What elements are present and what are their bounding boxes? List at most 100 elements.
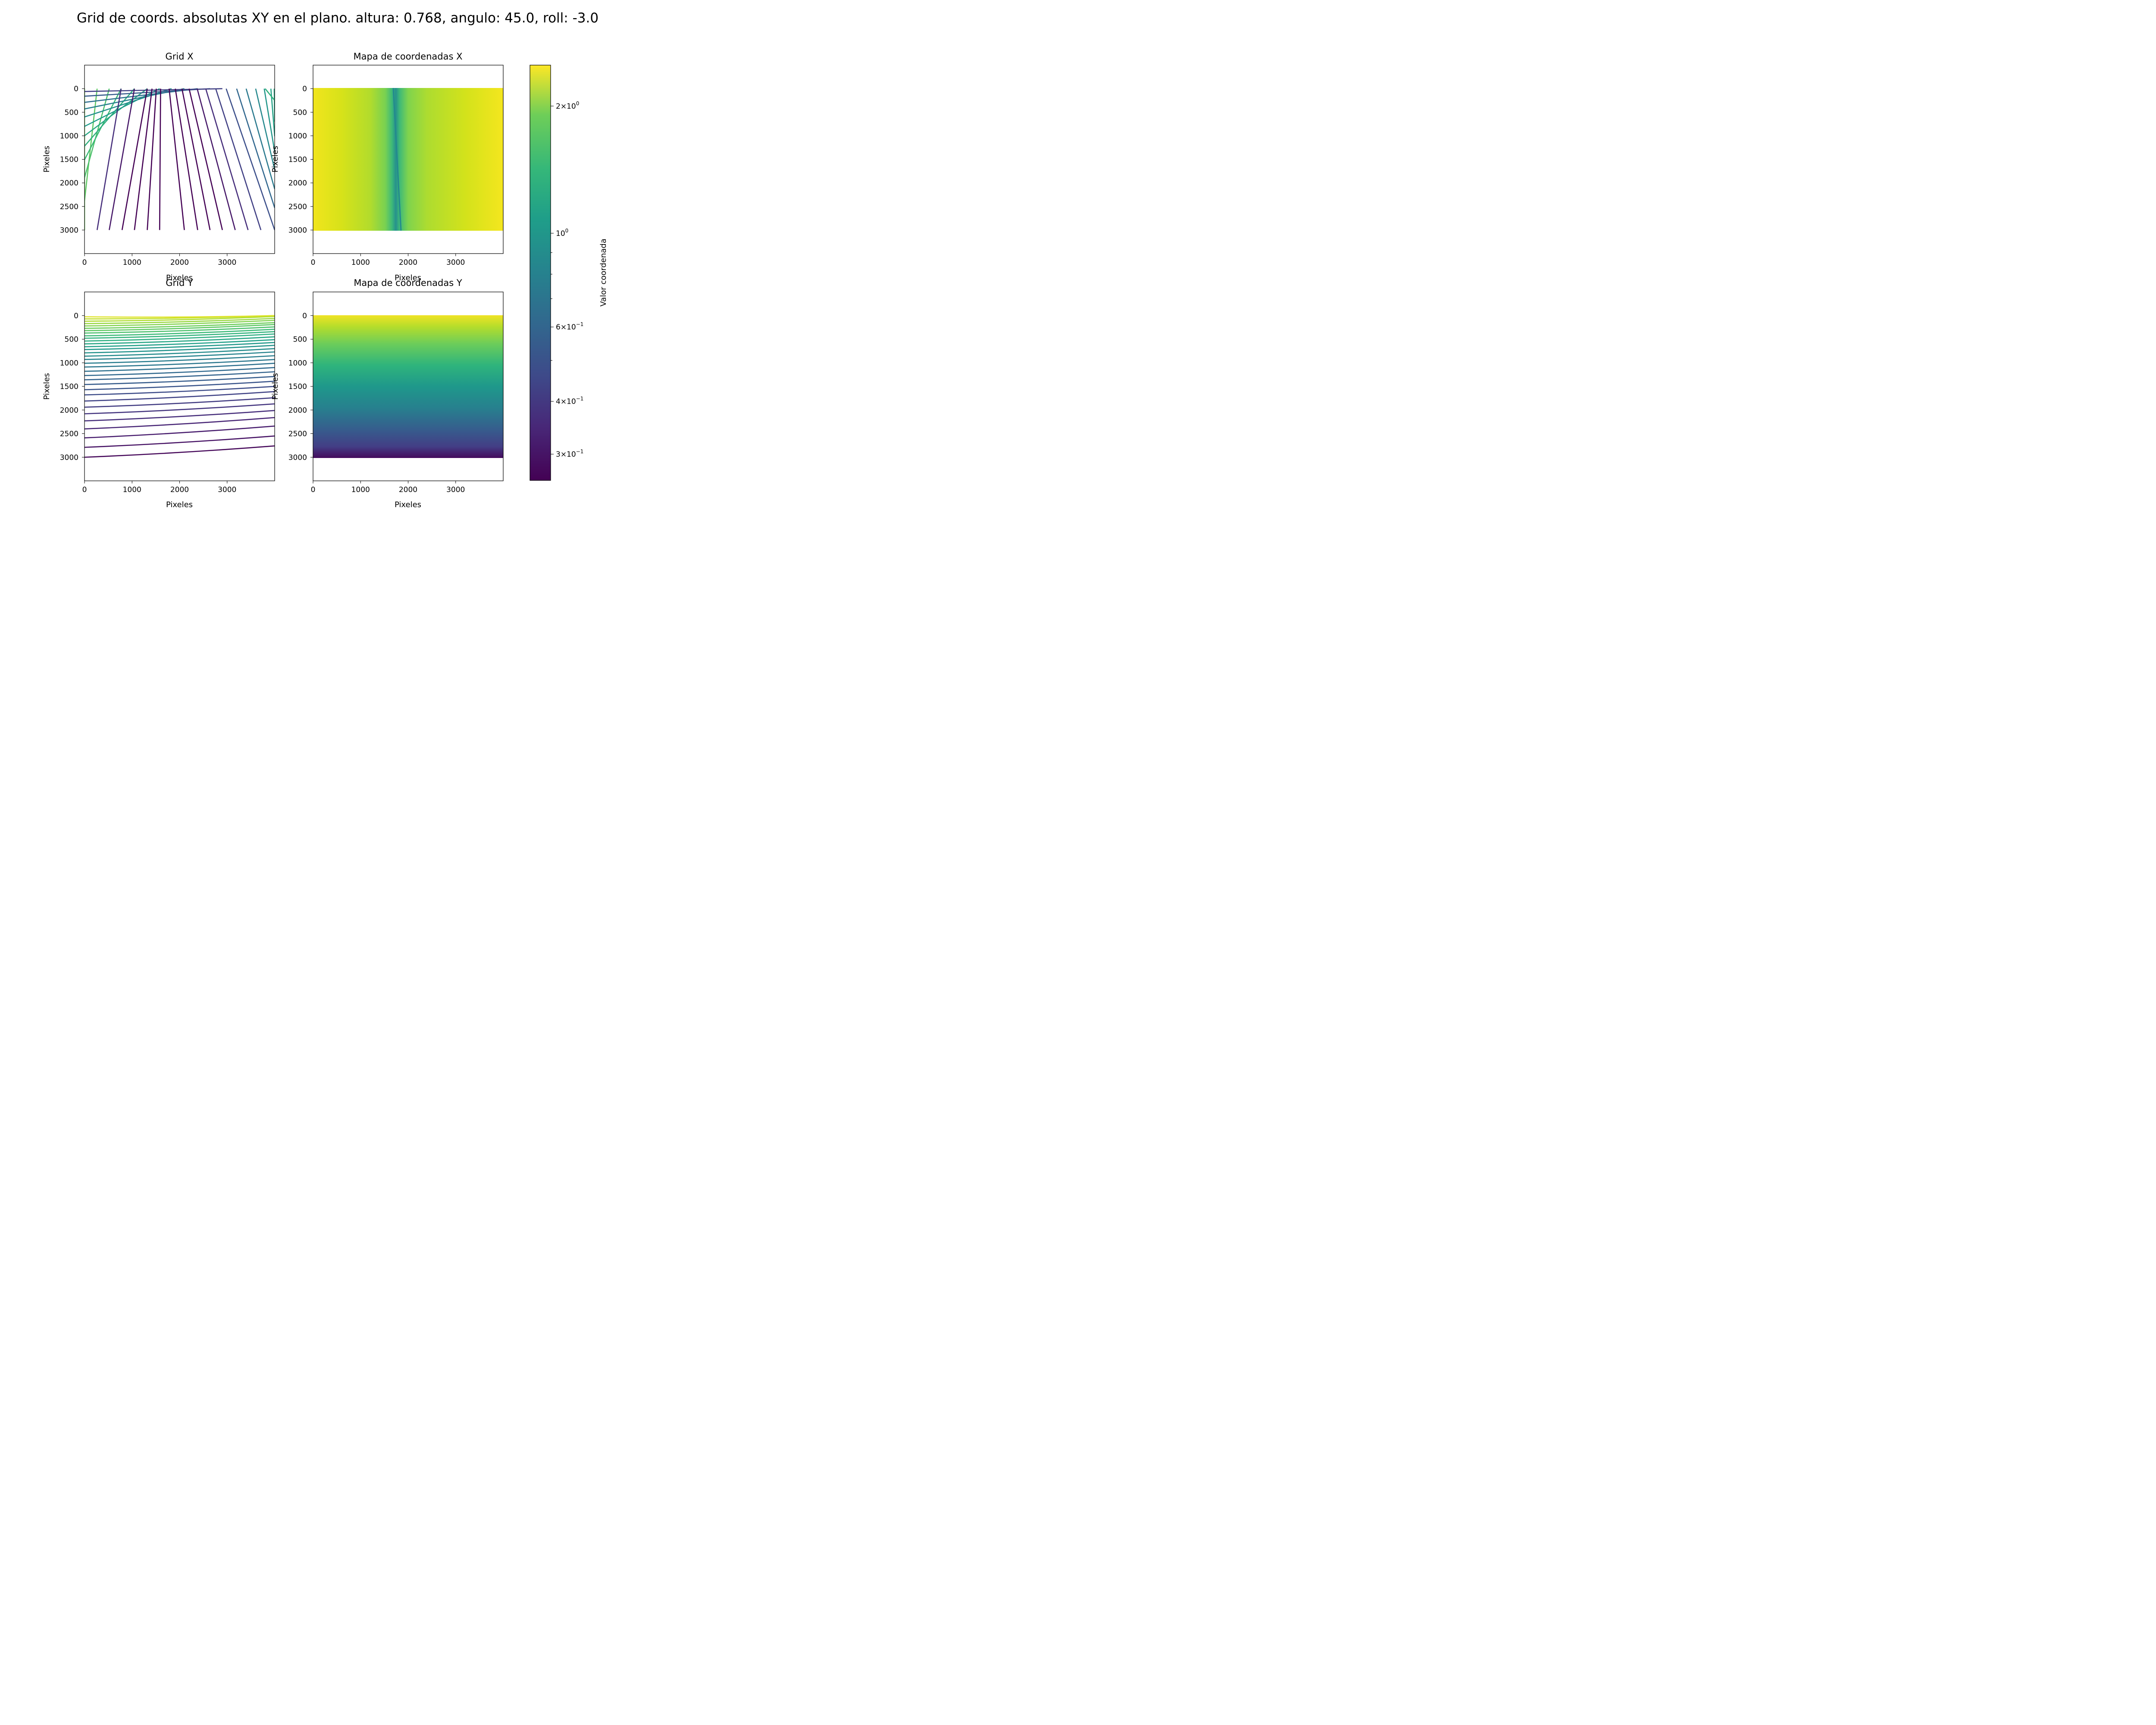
grid-y-line: [85, 391, 275, 402]
grid-x-xtick-label: 0: [82, 258, 87, 267]
grid-x-ytick-label: 500: [65, 108, 78, 117]
grid-x-ytick-label: 1500: [60, 156, 78, 164]
grid-x-line: [205, 88, 249, 230]
grid-y-line: [85, 380, 275, 390]
grid-x-line: [264, 88, 275, 101]
grid-y-line: [85, 410, 275, 422]
grid-y-line: [85, 351, 275, 360]
mapa-y-heatmap: [313, 315, 503, 458]
mapa-x-ytick-label: 2500: [288, 203, 307, 211]
grid-y-line: [85, 359, 275, 368]
mapa-x-ticks: 0 1000 2000 3000 0 500 1000 1500 2000 2500 3000: [288, 85, 465, 267]
figure-title: Grid de coords. absolutas XY en el plano…: [77, 10, 599, 26]
colorbar-tick-label: 3×10−1: [556, 448, 583, 459]
grid-x-line: [236, 88, 275, 208]
grid-x-line: [85, 88, 222, 92]
colorbar-gradient: [530, 65, 551, 480]
grid-y-line: [85, 425, 275, 439]
grid-y-line: [85, 333, 275, 342]
mapa-x-xtick-label: 0: [311, 258, 316, 267]
mapa-x-min-line: [392, 88, 402, 231]
grid-x-title: Grid X: [165, 51, 193, 62]
colorbar-tick-label: 100: [556, 228, 568, 238]
grid-x-line: [226, 88, 275, 230]
grid-y-line: [85, 318, 275, 324]
mapa-y-ytick-label: 500: [293, 336, 307, 344]
grid-y-line: [85, 326, 275, 334]
grid-x-line: [263, 88, 275, 152]
grid-y-line: [85, 417, 275, 430]
grid-y-line: [85, 355, 275, 364]
grid-y-line: [85, 336, 275, 345]
grid-y-line: [85, 331, 275, 339]
mapa-x-ytick-label: 1500: [288, 156, 307, 164]
mapa-y-ytick-label: 1000: [288, 359, 307, 367]
grid-x-xtick-label: 2000: [170, 258, 189, 267]
grid-y-lines: [85, 315, 275, 458]
grid-y-ylabel: Pixeles: [42, 373, 51, 400]
colorbar-frame: [530, 65, 551, 481]
grid-y-ticks: 0 1000 2000 3000 0 500 1000 1500 2000 2500 3000: [60, 312, 237, 494]
mapa-y-ytick-label: 3000: [288, 453, 307, 462]
colorbar-ticks: 2×100 100 6×10−1 4×10−1 3×10−1: [551, 100, 583, 459]
grid-x-ytick-label: 0: [74, 85, 78, 94]
grid-x-ytick-label: 1000: [60, 132, 78, 141]
grid-y-line: [85, 345, 275, 354]
grid-y-xtick-label: 3000: [218, 486, 236, 494]
grid-y-line: [85, 363, 275, 372]
grid-y-line: [85, 315, 275, 318]
grid-y-line: [85, 403, 275, 414]
grid-y-title: Grid Y: [166, 278, 193, 288]
colorbar-tick-label: 2×100: [556, 100, 579, 111]
grid-y-line: [85, 386, 275, 396]
grid-x-line: [147, 88, 157, 230]
grid-x-xtick-label: 3000: [218, 258, 236, 267]
grid-y-ytick-label: 0: [74, 312, 78, 320]
mapa-y-xtick-label: 2000: [399, 486, 417, 494]
grid-y-line: [85, 324, 275, 332]
grid-y-ytick-label: 1000: [60, 359, 78, 367]
mapa-y-ytick-label: 2500: [288, 430, 307, 439]
grid-x-line: [215, 88, 262, 230]
grid-x-line: [255, 88, 275, 170]
mapa-y-ytick-label: 1500: [288, 383, 307, 391]
mapa-y-xtick-label: 3000: [446, 486, 465, 494]
mapa-x-xtick-label: 1000: [351, 258, 370, 267]
mapa-x-ytick-label: 3000: [288, 226, 307, 235]
grid-y-ytick-label: 3000: [60, 453, 78, 462]
grid-y-ytick-label: 2500: [60, 430, 78, 439]
grid-x-ytick-label: 2500: [60, 203, 78, 211]
grid-x-line: [121, 88, 148, 230]
grid-y-ytick-label: 2000: [60, 406, 78, 415]
mapa-y-xtick-label: 0: [311, 486, 316, 494]
mapa-y-title: Mapa de coordenadas Y: [354, 278, 462, 288]
grid-y-line: [85, 445, 275, 458]
grid-x-line: [134, 88, 153, 230]
mapa-x-ylabel: Pixeles: [271, 146, 280, 172]
grid-x-xlabel: Pixeles: [166, 273, 193, 282]
mapa-x-plot: Mapa de coordenadas X 0 1000 2000 3000 0 500 1…: [271, 51, 504, 282]
mapa-y-plot: Mapa de coordenadas Y 0 1000 2000 3000 0 500 1…: [271, 278, 504, 509]
grid-y-line: [85, 339, 275, 348]
grid-y-xtick-label: 1000: [123, 486, 141, 494]
grid-y-xtick-label: 2000: [170, 486, 189, 494]
mapa-x-xlabel: Pixeles: [395, 273, 421, 282]
grid-y-line: [85, 320, 275, 327]
mapa-x-heatmap: [313, 88, 503, 231]
grid-x-line: [168, 88, 185, 230]
mapa-y-xtick-label: 1000: [351, 486, 370, 494]
grid-x-ytick-label: 2000: [60, 179, 78, 188]
grid-y-ytick-label: 500: [65, 336, 78, 344]
grid-x-line: [181, 88, 211, 230]
mapa-x-xtick-label: 2000: [399, 258, 417, 267]
mapa-x-xtick-label: 3000: [446, 258, 465, 267]
grid-y-xlabel: Pixeles: [166, 500, 193, 509]
mapa-y-xlabel: Pixeles: [395, 500, 421, 509]
mapa-x-ytick-label: 2000: [288, 179, 307, 188]
grid-x-line: [85, 88, 110, 178]
mapa-x-title: Mapa de coordenadas X: [354, 51, 463, 62]
grid-y-plot: Grid Y 0 1000 2000 3000 0 500 1000 1500 2000 2500…: [42, 278, 275, 509]
grid-x-ytick-label: 3000: [60, 226, 78, 235]
grid-x-line: [175, 88, 198, 230]
grid-y-line: [85, 316, 275, 322]
